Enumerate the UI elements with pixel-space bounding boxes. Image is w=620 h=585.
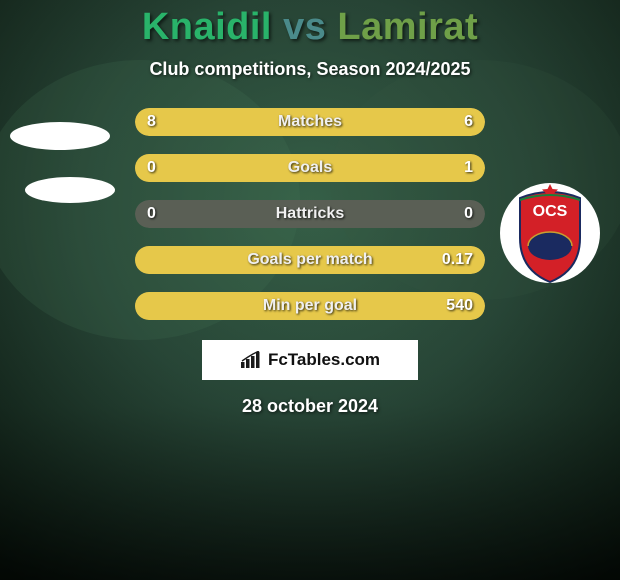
title-vs: vs: [283, 6, 326, 48]
stat-label: Min per goal: [135, 297, 485, 315]
stat-label: Hattricks: [135, 205, 485, 223]
bar-chart-icon: [240, 351, 262, 369]
player1-photo-placeholder-bottom: [25, 177, 115, 203]
watermark: FcTables.com: [202, 340, 418, 380]
stat-row-goals-per-match: Goals per match0.17: [135, 246, 485, 274]
title-player2: Lamirat: [337, 6, 478, 48]
title-player1: Knaidil: [142, 6, 272, 48]
stat-value-right: 540: [446, 297, 473, 315]
stat-label: Goals: [135, 159, 485, 177]
stat-row-goals: 0Goals1: [135, 154, 485, 182]
player1-photo-placeholder-top: [10, 122, 110, 150]
stat-label: Goals per match: [135, 251, 485, 269]
stat-row-matches: 8Matches6: [135, 108, 485, 136]
club-badge: OCS: [500, 178, 600, 288]
stat-row-min-per-goal: Min per goal540: [135, 292, 485, 320]
watermark-text: FcTables.com: [268, 350, 380, 370]
stat-label: Matches: [135, 113, 485, 131]
datestamp: 28 october 2024: [0, 396, 620, 417]
stat-value-right: 0: [464, 205, 473, 223]
stat-value-right: 6: [464, 113, 473, 131]
page-title: Knaidil vs Lamirat: [0, 0, 620, 49]
stat-value-right: 1: [464, 159, 473, 177]
stat-value-right: 0.17: [442, 251, 473, 269]
svg-text:OCS: OCS: [533, 203, 568, 220]
stat-row-hattricks: 0Hattricks0: [135, 200, 485, 228]
subtitle: Club competitions, Season 2024/2025: [0, 59, 620, 80]
stats-container: 8Matches60Goals10Hattricks0Goals per mat…: [135, 108, 485, 320]
